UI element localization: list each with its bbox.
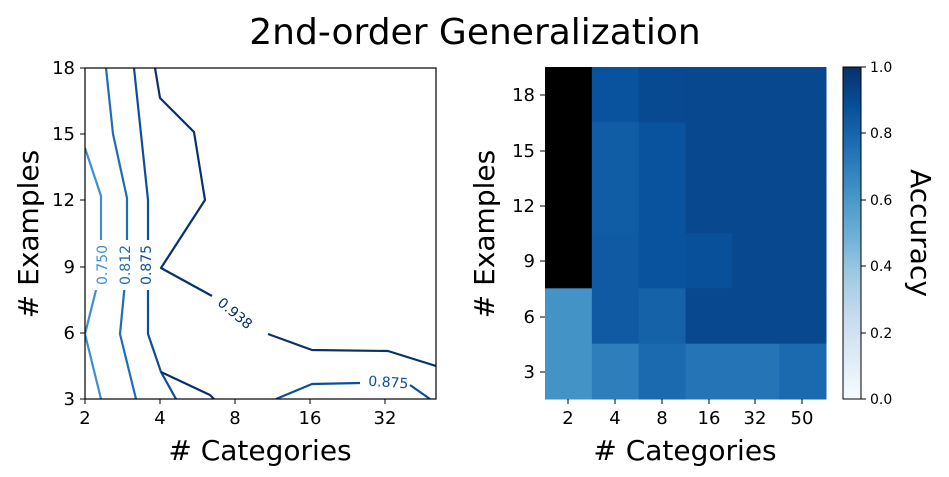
colorbar-tick-label: 0.2: [870, 326, 892, 342]
heatmap-cell: [545, 233, 593, 289]
colorbar-ticks: 0.0 0.2 0.4 0.6 0.8 1.0: [861, 60, 892, 408]
heatmap-cell: [732, 343, 780, 400]
heatmap-cell: [545, 67, 593, 123]
colorbar-label: Accuracy: [904, 169, 937, 297]
heatmap-cell: [638, 67, 686, 123]
heatmap-cell: [779, 233, 827, 289]
heatmap-y-axis-label: # Examples: [468, 150, 501, 318]
heatmap-x-tick-label: 4: [609, 408, 620, 429]
heatmap-x-axis-label: # Categories: [593, 434, 776, 467]
heatmap-cell: [591, 343, 640, 400]
heatmap-cell: [779, 288, 827, 345]
y-tick-label: 3: [64, 389, 75, 410]
heatmap-cell: [638, 233, 686, 289]
x-tick-label: 4: [154, 408, 165, 429]
heatmap-cell: [638, 177, 686, 234]
heatmap-cell: [779, 122, 827, 179]
heatmap-cell: [591, 67, 640, 123]
heatmap-cell: [779, 177, 827, 234]
heatmap-cell: [545, 122, 593, 179]
heatmap-cell: [685, 122, 733, 179]
heatmap-cell: [685, 233, 733, 289]
heatmap-y-tick-label: 18: [512, 85, 535, 106]
heatmap-x-tick-label: 2: [562, 408, 573, 429]
heatmap-cell: [591, 122, 640, 179]
contour-label-0750: 0.750: [95, 245, 111, 285]
heatmap-y-tick-label: 6: [524, 307, 535, 328]
heatmap-y-tick-label: 9: [524, 251, 535, 272]
x-tick-label: 8: [229, 408, 240, 429]
heatmap-cell: [638, 343, 686, 400]
heatmap-y-tick-label: 3: [524, 362, 535, 383]
heatmap-x-tick-label: 16: [698, 408, 721, 429]
contour-labels: 0.750 0.812 0.875 0.938 0.875: [92, 240, 409, 392]
contour-line-0938-c: [160, 371, 215, 399]
colorbar-tick-label: 1.0: [870, 60, 892, 76]
contour-line-0938: [153, 68, 213, 297]
heatmap-cells: [545, 67, 827, 400]
colorbar-tick-label: 0.6: [870, 193, 892, 209]
contour-chart: 0.750 0.812 0.875 0.938 0.875 3 6 9 12 1…: [12, 58, 437, 467]
heatmap-chart: 18 15 12 9 6 3 2 4 8 16 32 50 # Categori…: [468, 60, 937, 467]
colorbar: [842, 66, 862, 400]
heatmap-x-tick-label: 32: [744, 408, 767, 429]
contour-line-0938-b: [267, 332, 436, 368]
colorbar-tick-label: 0.0: [870, 392, 892, 408]
colorbar-tick-label: 0.4: [870, 259, 892, 275]
figure-title: 2nd-order Generalization: [249, 12, 700, 53]
heatmap-cell: [545, 288, 593, 345]
heatmap-cell: [545, 343, 593, 400]
contour-line-0875-c: [409, 384, 431, 399]
y-tick-label: 9: [64, 257, 75, 278]
heatmap-cell: [591, 233, 640, 289]
contour-line-0875: [132, 68, 177, 399]
heatmap-cell: [732, 67, 780, 123]
heatmap-x-tick-label: 50: [791, 408, 814, 429]
heatmap-cell: [779, 67, 827, 123]
heatmap-cell: [591, 288, 640, 345]
heatmap-y-ticks: 18 15 12 9 6 3: [512, 85, 545, 383]
heatmap-cell: [685, 288, 733, 345]
heatmap-cell: [732, 288, 780, 345]
heatmap-cell: [685, 343, 733, 400]
contour-line-0812: [104, 68, 138, 399]
heatmap-cell: [685, 177, 733, 234]
heatmap-cell: [732, 233, 780, 289]
y-tick-label: 6: [64, 323, 75, 344]
heatmap-cell: [732, 177, 780, 234]
y-tick-label: 18: [52, 58, 75, 79]
heatmap-x-ticks: 2 4 8 16 32 50: [562, 399, 813, 429]
contour-label-0812: 0.812: [118, 245, 134, 285]
contour-x-ticks: 2 4 8 16 32: [79, 399, 396, 429]
heatmap-cell: [779, 343, 827, 400]
heatmap-cell: [732, 122, 780, 179]
contour-label-0875: 0.875: [139, 245, 155, 285]
heatmap-cell: [591, 177, 640, 234]
heatmap-x-tick-label: 8: [656, 408, 667, 429]
x-tick-label: 16: [299, 408, 322, 429]
contour-lines: [85, 68, 436, 399]
x-tick-label: 32: [374, 408, 397, 429]
contour-x-axis-label: # Categories: [168, 434, 351, 467]
contour-label-0875-b: 0.875: [368, 374, 409, 393]
contour-line-0875-b: [275, 381, 361, 399]
heatmap-cell: [685, 67, 733, 123]
y-tick-label: 15: [52, 124, 75, 145]
contour-label-0938: 0.938: [214, 295, 255, 333]
y-tick-label: 12: [52, 190, 75, 211]
heatmap-cell: [638, 122, 686, 179]
heatmap-y-tick-label: 15: [512, 141, 535, 162]
heatmap-cell: [545, 177, 593, 234]
x-tick-label: 2: [79, 408, 90, 429]
heatmap-y-tick-label: 12: [512, 196, 535, 217]
contour-y-axis-label: # Examples: [12, 150, 45, 318]
contour-y-ticks: 3 6 9 12 15 18: [52, 58, 85, 410]
contour-plot-frame: [84, 67, 437, 400]
colorbar-tick-label: 0.8: [870, 126, 892, 142]
heatmap-cell: [638, 288, 686, 345]
